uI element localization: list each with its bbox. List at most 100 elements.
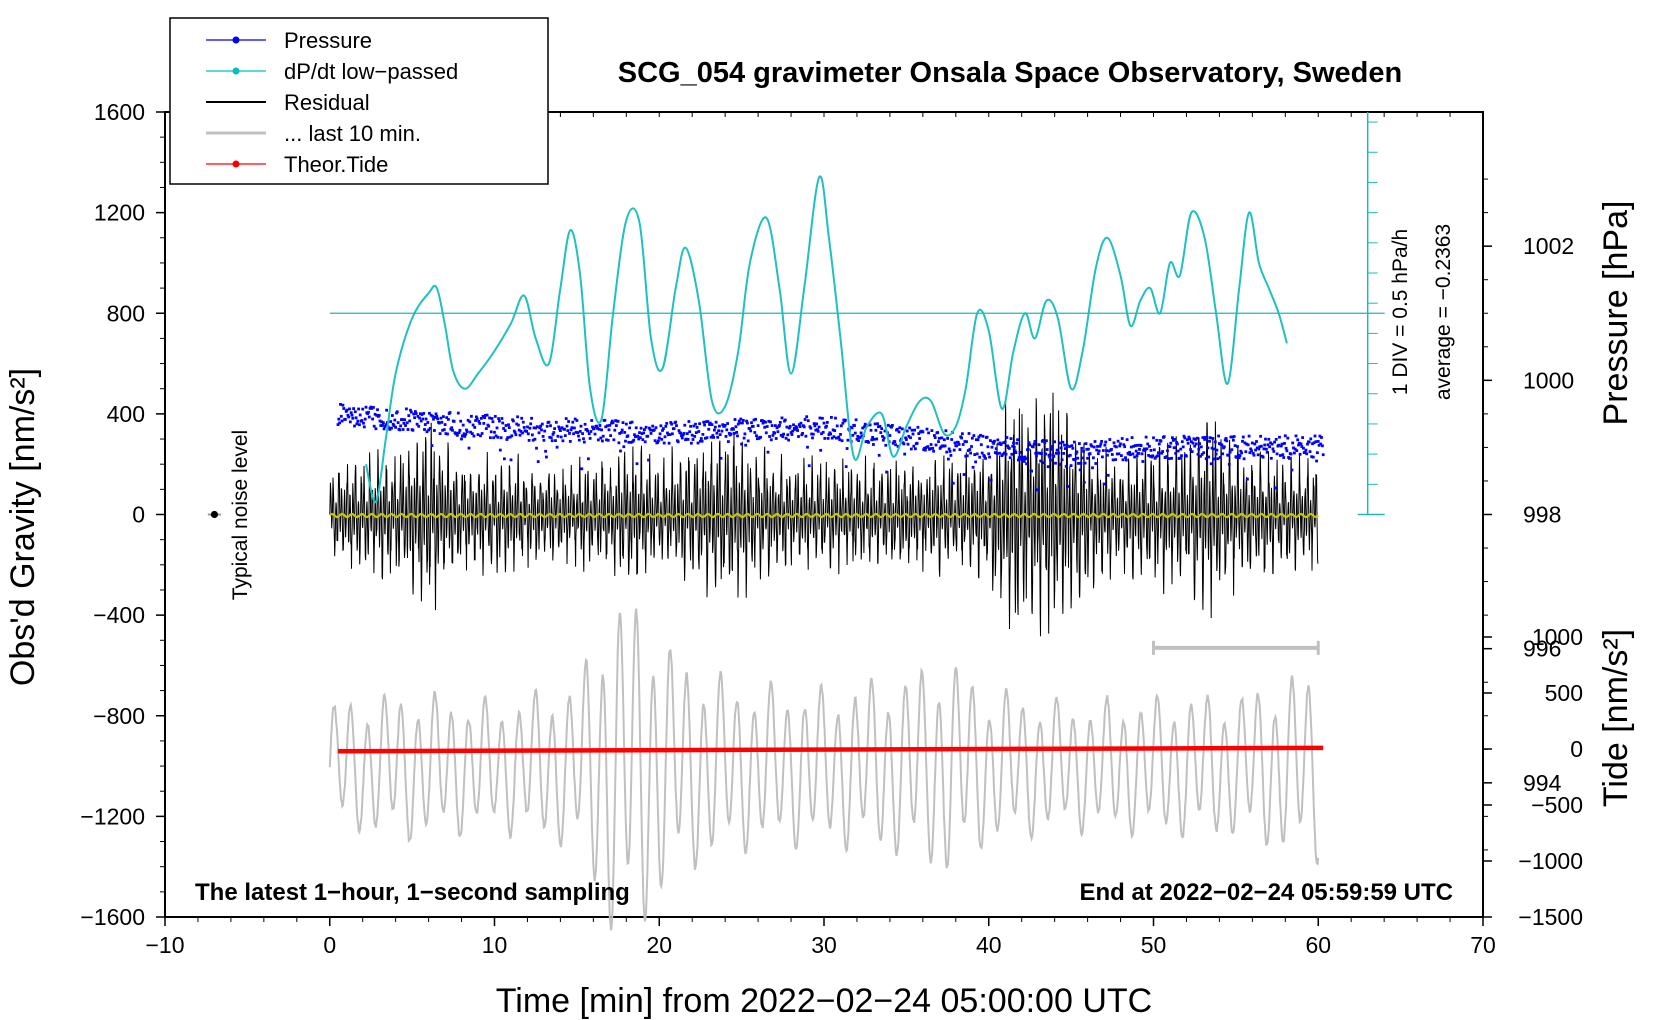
pressure-point — [802, 425, 806, 429]
pressure-point — [481, 415, 485, 418]
pressure-point — [1115, 452, 1119, 456]
pressure-point — [1204, 457, 1208, 461]
pressure-point — [540, 422, 544, 426]
pressure-point — [376, 408, 379, 412]
pressure-point — [1191, 441, 1195, 445]
pressure-point — [1136, 443, 1140, 447]
pressure-point — [423, 423, 427, 426]
pressure-point — [723, 423, 727, 427]
pressure-point — [1203, 438, 1206, 441]
pressure-point — [1245, 442, 1248, 446]
pressure-point — [455, 432, 458, 435]
pressure-point — [507, 426, 511, 429]
pressure-point — [563, 434, 567, 437]
pressure-point — [1268, 445, 1271, 449]
pressure-point — [955, 444, 958, 448]
pressure-point — [1280, 442, 1284, 446]
pressure-point — [1041, 439, 1045, 442]
pressure-point — [628, 426, 631, 430]
pressure-point — [1222, 445, 1226, 449]
pressure-point — [344, 417, 347, 421]
pressure-point — [1142, 449, 1145, 452]
pressure-point — [950, 438, 954, 441]
pressure-point — [780, 416, 784, 420]
pressure-point — [686, 438, 690, 441]
pressure-point — [881, 435, 884, 438]
pressure-point — [993, 439, 996, 443]
pressure-point — [488, 416, 491, 420]
pressure-point — [811, 432, 815, 436]
pressure-point — [689, 424, 692, 428]
pressure-point — [805, 415, 809, 419]
pressure-point — [652, 428, 656, 432]
pressure-point — [885, 470, 888, 474]
pressure-point — [1137, 452, 1141, 455]
pressure-point — [531, 433, 534, 437]
pressure-point — [987, 452, 991, 456]
pressure-point — [542, 438, 546, 442]
pressure-point — [1218, 442, 1221, 445]
pressure-point — [394, 425, 397, 429]
pressure-point — [1278, 435, 1281, 439]
pressure-point — [572, 432, 575, 436]
pressure-point — [1012, 441, 1015, 445]
pressure-point — [692, 424, 696, 428]
pressure-point — [406, 428, 410, 431]
pressure-point — [664, 424, 668, 428]
legend-dot-dpdt — [232, 67, 240, 75]
pressure-point — [1096, 445, 1099, 448]
pressure-point — [346, 413, 350, 417]
pressure-point — [927, 431, 930, 435]
pressure-point — [756, 424, 760, 427]
pressure-point — [1293, 451, 1296, 455]
legend-item-theor-tide: Theor.Tide — [206, 152, 388, 177]
pressure-point — [508, 435, 512, 439]
pressure-point — [741, 419, 745, 422]
pressure-point — [1143, 448, 1147, 452]
pressure-point — [1105, 449, 1108, 452]
pressure-point — [1297, 443, 1300, 447]
pressure-point — [742, 436, 746, 440]
pressure-point — [1045, 448, 1049, 451]
pressure-point — [469, 430, 472, 434]
pressure-point — [807, 464, 811, 468]
pressure-point — [1297, 441, 1301, 445]
pressure-point — [1266, 443, 1270, 447]
x-tick-label: −10 — [145, 932, 184, 958]
pressure-point — [717, 429, 720, 433]
pressure-point — [1305, 452, 1309, 456]
pressure-point — [1244, 450, 1248, 454]
x-axis-title: Time [min] from 2022−02−24 05:00:00 UTC — [496, 982, 1152, 1020]
pressure-point — [651, 424, 655, 428]
pressure-point — [782, 432, 785, 436]
tide-tick-label: −500 — [1531, 792, 1583, 818]
pressure-point — [559, 429, 562, 432]
pressure-point — [1128, 450, 1131, 454]
pressure-point — [958, 448, 962, 451]
pressure-point — [485, 413, 489, 417]
pressure-point — [554, 439, 557, 442]
pressure-point — [592, 427, 596, 430]
pressure-point — [593, 432, 597, 436]
pressure-point — [1197, 447, 1201, 451]
pressure-point — [1267, 437, 1271, 441]
pressure-point — [393, 418, 397, 422]
pressure-point — [669, 421, 673, 424]
pressure-point — [883, 429, 887, 433]
pressure-point — [928, 447, 932, 450]
pressure-point — [797, 423, 801, 426]
pressure-point — [1050, 447, 1054, 451]
pressure-point — [708, 421, 712, 425]
pressure-point — [876, 422, 879, 426]
pressure-point — [433, 429, 436, 432]
pressure-point — [555, 445, 559, 449]
pressure-point — [1053, 440, 1056, 444]
pressure-point — [773, 431, 776, 435]
pressure-point — [547, 420, 551, 424]
pressure-point — [1189, 448, 1192, 451]
pressure-point — [767, 419, 771, 423]
pressure-point — [734, 425, 738, 429]
pressure-point — [545, 455, 548, 459]
pressure-point — [754, 417, 757, 421]
pressure-point — [1243, 441, 1247, 445]
